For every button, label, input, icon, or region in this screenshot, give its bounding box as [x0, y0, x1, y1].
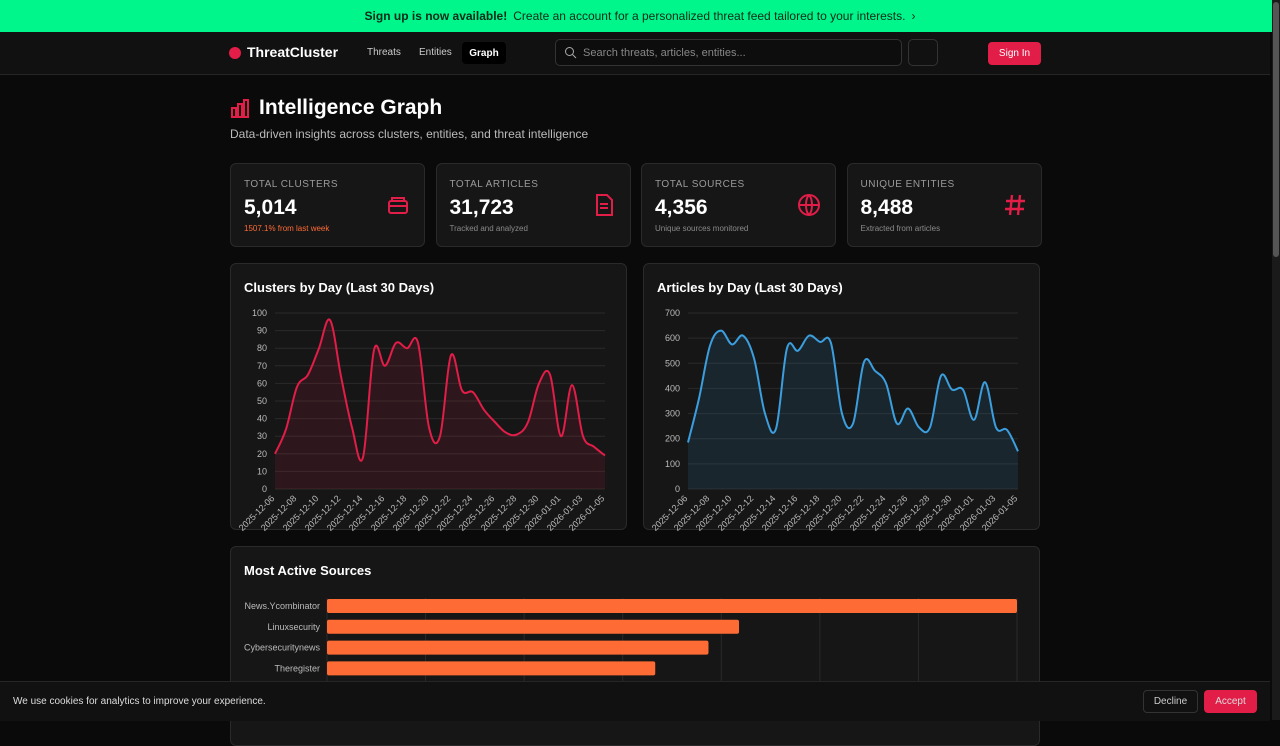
- y-tick-label: 60: [257, 378, 267, 388]
- stat-label: TOTAL SOURCES: [655, 179, 745, 190]
- line: [274, 318, 606, 462]
- chart-title: Articles by Day (Last 30 Days): [657, 280, 843, 295]
- stat-card: TOTAL CLUSTERS 5,014 1507.1% from last w…: [230, 163, 425, 247]
- decline-button[interactable]: Decline: [1143, 690, 1198, 713]
- y-tick-label: 0: [675, 484, 680, 494]
- theme-toggle[interactable]: [908, 39, 938, 66]
- y-tick-label: 400: [665, 383, 680, 393]
- chart-panel: Clusters by Day (Last 30 Days): [230, 263, 627, 530]
- stat-icon: [798, 194, 820, 216]
- bar: [327, 599, 1017, 613]
- stat-card: UNIQUE ENTITIES 8,488 Extracted from art…: [846, 163, 1042, 247]
- stat-card: TOTAL SOURCES 4,356 Unique sources monit…: [641, 163, 836, 247]
- graph-icon: [231, 99, 249, 118]
- y-tick-label: 600: [665, 333, 680, 343]
- y-tick-label: 30: [257, 431, 267, 441]
- stat-value: 4,356: [655, 196, 708, 219]
- banner-text: Create an account for a personalized thr…: [513, 9, 906, 23]
- cookie-text: We use cookies for analytics to improve …: [13, 696, 266, 707]
- search-placeholder: Search threats, articles, entities...: [583, 47, 746, 59]
- scrollbar: [1272, 0, 1280, 720]
- bar: [327, 661, 656, 676]
- y-tick-label: 70: [257, 361, 267, 371]
- stat-icon: [1004, 194, 1025, 216]
- charts: 01020304050607080901002025-12-062025-12-…: [237, 308, 1019, 690]
- banner-title: Sign up is now available!: [364, 9, 508, 23]
- stat-label: TOTAL CLUSTERS: [244, 179, 339, 190]
- y-tick-label: 200: [665, 434, 680, 444]
- stat-note: 1507.1% from last week: [244, 224, 330, 233]
- logo: [229, 47, 241, 59]
- bar: [327, 619, 740, 634]
- chart-title: Most Active Sources: [244, 563, 372, 578]
- y-tick-label: News.Ycombinator: [244, 601, 320, 611]
- y-tick-label: 300: [665, 409, 680, 419]
- stat-value: 31,723: [449, 196, 514, 219]
- stat-value: 5,014: [244, 196, 297, 219]
- y-tick-label: 50: [257, 396, 267, 406]
- page-subtitle: Data-driven insights across clusters, en…: [230, 127, 589, 141]
- stat-label: TOTAL ARTICLES: [449, 179, 539, 190]
- accept-button[interactable]: Accept: [1204, 690, 1257, 713]
- y-tick-label: 90: [257, 326, 267, 336]
- chart-title: Clusters by Day (Last 30 Days): [244, 280, 435, 295]
- stat-value: 8,488: [860, 196, 914, 219]
- nav-link[interactable]: Entities: [419, 47, 452, 58]
- stat-icon: [388, 197, 408, 214]
- stat-note: Tracked and analyzed: [449, 224, 528, 233]
- chart-panel: Articles by Day (Last 30 Days): [643, 263, 1040, 530]
- chevron: ›: [911, 9, 916, 23]
- y-tick-label: 10: [257, 466, 267, 476]
- y-tick-label: Theregister: [274, 663, 320, 673]
- signup-banner[interactable]: Sign up is now available! Create an acco…: [0, 0, 1280, 32]
- navbar: ThreatCluster Threats Entities Graph Sea…: [0, 32, 1270, 75]
- y-tick-label: 20: [257, 449, 267, 459]
- y-tick-label: 40: [257, 414, 267, 424]
- y-tick-label: 700: [665, 308, 680, 318]
- line: [687, 329, 1019, 452]
- area: [688, 330, 1018, 489]
- stat-icon: [595, 194, 613, 216]
- nav-link[interactable]: Threats: [367, 47, 401, 58]
- stat-note: Unique sources monitored: [655, 224, 749, 233]
- y-tick-label: 100: [665, 459, 680, 469]
- y-tick-label: 80: [257, 343, 267, 353]
- page-title: Intelligence Graph: [259, 96, 443, 119]
- y-tick-label: 0: [262, 484, 267, 494]
- cookie-bar: We use cookies for analytics to improve …: [0, 681, 1270, 721]
- bar: [327, 640, 709, 655]
- y-tick-label: 100: [252, 308, 267, 318]
- y-tick-label: Cybersecuritynews: [244, 643, 321, 653]
- sign-in-button[interactable]: Sign In: [988, 42, 1041, 65]
- brand[interactable]: ThreatCluster: [247, 44, 339, 60]
- stat-label: UNIQUE ENTITIES: [860, 179, 955, 190]
- area: [275, 319, 605, 489]
- nav-link[interactable]: Graph: [462, 42, 506, 64]
- y-tick-label: 500: [665, 358, 680, 368]
- stat-card: TOTAL ARTICLES 31,723 Tracked and analyz…: [435, 163, 631, 247]
- search-box[interactable]: Search threats, articles, entities...: [555, 39, 902, 66]
- stat-note: Extracted from articles: [860, 224, 941, 233]
- search-icon: [565, 47, 577, 59]
- y-tick-label: Linuxsecurity: [267, 622, 320, 632]
